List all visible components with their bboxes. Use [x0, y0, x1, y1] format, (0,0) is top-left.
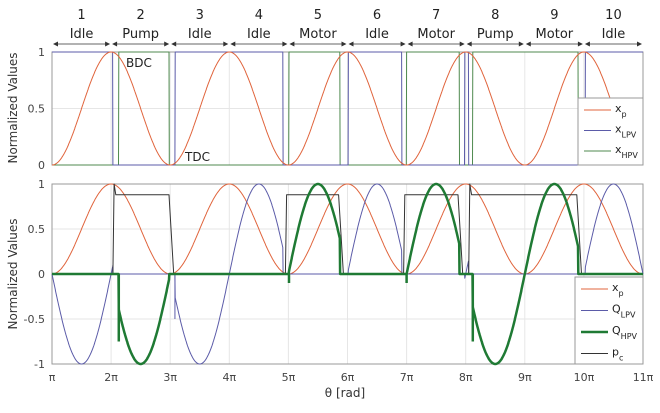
y-tick-label: 0.5: [28, 223, 46, 236]
bottom-axes: -1-0.500.51π 2π 3π 4π 5π 6π 7π 8π 9π 10π 11πxpQLPV…: [24, 178, 654, 384]
x-tick-label: 7π: [400, 371, 414, 384]
segment-arrow-left: [466, 41, 472, 47]
segment-arrow-right: [223, 41, 229, 47]
segment-arrow-right: [282, 41, 288, 47]
segment-label: Motor: [299, 27, 337, 42]
y-tick-label: 0.5: [28, 103, 46, 116]
x-tick-label: 3π: [163, 371, 177, 384]
legend-entry-subscript: LPV: [622, 131, 637, 140]
legend-entry-name: p: [612, 346, 619, 359]
legend-entry: xp: [612, 281, 624, 298]
legend-entry-name: Q: [612, 324, 621, 337]
y-tick-label: 0: [38, 268, 45, 281]
segment-number: 8: [491, 8, 499, 23]
legend-entry-subscript: LPV: [621, 311, 636, 320]
segment-arrow-right: [577, 41, 583, 47]
x-tick-label: 5π: [282, 371, 296, 384]
legend-entry-name: Q: [612, 303, 621, 316]
legend-entry-name: x: [612, 281, 619, 294]
x-axis-label: θ [rad]: [325, 386, 365, 400]
segment-label: Idle: [365, 27, 389, 42]
segment-number: 4: [255, 8, 263, 23]
x-tick-label: 2π: [104, 371, 118, 384]
segment-arrow-left: [348, 41, 354, 47]
y-tick-label: -0.5: [24, 313, 45, 326]
x-tick-label: π: [49, 371, 56, 384]
segment-arrow-left: [230, 41, 236, 47]
top-y-axis-label: Normalized Values: [6, 52, 20, 163]
segment-label: Idle: [188, 27, 212, 42]
operating-segments-header: 1 Idle 2 Pump 3 Idle 4 Idle 5 Motor 6 Idle 7 Motor 8 Pu…: [53, 8, 642, 47]
segment-number: 1: [77, 8, 85, 23]
line-x-p: [51, 183, 644, 275]
line-x-lpv: [51, 51, 644, 166]
legend-entry-name: x: [615, 143, 622, 156]
legend-box: [574, 276, 644, 365]
y-tick-label: 1: [38, 178, 45, 191]
legend-entry-subscript: c: [619, 354, 623, 363]
legend-entry-name: x: [615, 123, 622, 136]
x-tick-label: 11π: [633, 371, 654, 384]
x-tick-label: 8π: [459, 371, 473, 384]
annotation-bdc: BDC: [126, 56, 152, 70]
segment-arrow-right: [105, 41, 111, 47]
segment-arrow-right: [518, 41, 524, 47]
segment-arrow-left: [171, 41, 177, 47]
segment-arrow-left: [112, 41, 118, 47]
segment-arrow-left: [289, 41, 295, 47]
legend-entry: xp: [615, 102, 627, 119]
segment-number: 7: [432, 8, 440, 23]
segment-arrow-left: [584, 41, 590, 47]
x-tick-label: 9π: [518, 371, 532, 384]
line-x-p: [51, 51, 644, 166]
y-tick-label: 0: [38, 159, 45, 172]
legend-entry-name: x: [615, 102, 622, 115]
legend-entry: QHPV: [612, 324, 638, 341]
segment-number: 3: [196, 8, 204, 23]
segment-arrow-left: [53, 41, 58, 47]
segment-number: 6: [373, 8, 381, 23]
segment-arrow-right: [400, 41, 406, 47]
segment-arrow-left: [407, 41, 413, 47]
legend-entry-subscript: p: [619, 289, 624, 298]
legend-entry: pc: [612, 346, 623, 363]
segment-number: 5: [314, 8, 322, 23]
legend-entry-subscript: p: [622, 110, 627, 119]
x-tick-label: 10π: [574, 371, 595, 384]
annotation-tdc: TDC: [184, 150, 210, 164]
legend-entry: xHPV: [615, 143, 638, 160]
bottom-y-axis-label: Normalized Values: [6, 218, 20, 329]
segment-arrow-right: [164, 41, 170, 47]
segment-label: Idle: [247, 27, 271, 42]
line-q-hpv: [51, 182, 644, 366]
y-tick-label: -1: [34, 358, 45, 371]
segment-label: Pump: [122, 27, 159, 42]
segment-number: 10: [605, 8, 622, 23]
segment-arrow-right: [459, 41, 465, 47]
segment-label: Idle: [602, 27, 626, 42]
segment-number: 2: [137, 8, 145, 23]
legend-entry: xLPV: [615, 123, 637, 140]
x-tick-label: 6π: [341, 371, 355, 384]
legend-entry-subscript: HPV: [622, 151, 639, 160]
segment-arrow-left: [525, 41, 531, 47]
segment-number: 9: [550, 8, 558, 23]
segment-label: Pump: [477, 27, 514, 42]
segment-arrow-right: [341, 41, 347, 47]
legend-entry-subscript: HPV: [621, 332, 638, 341]
segment-label: Motor: [536, 27, 574, 42]
legend-entry: QLPV: [612, 303, 636, 320]
segment-arrow-right: [637, 41, 642, 47]
segment-label: Motor: [417, 27, 455, 42]
legend-box: [577, 97, 644, 166]
y-tick-label: 1: [38, 46, 45, 59]
x-tick-label: 4π: [222, 371, 236, 384]
segment-label: Idle: [70, 27, 94, 42]
